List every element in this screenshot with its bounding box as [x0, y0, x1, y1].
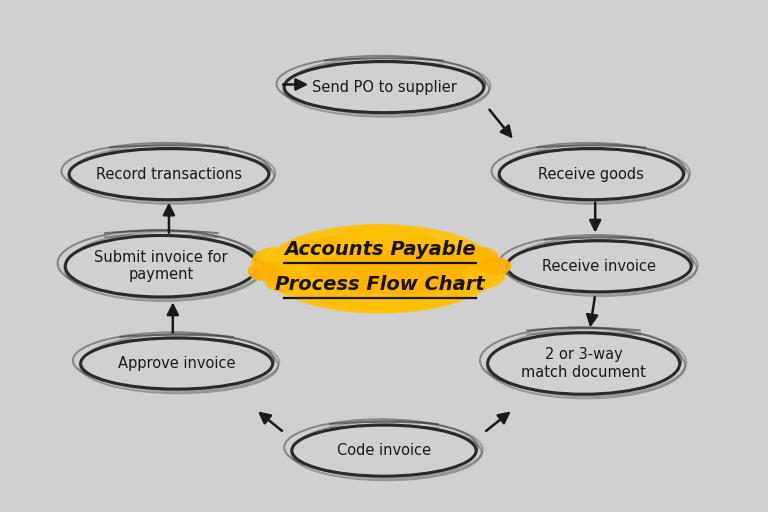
Ellipse shape [284, 61, 484, 113]
Ellipse shape [311, 248, 480, 294]
Ellipse shape [462, 263, 505, 288]
Ellipse shape [334, 225, 426, 246]
Ellipse shape [507, 241, 691, 292]
Ellipse shape [279, 238, 498, 310]
Ellipse shape [488, 333, 680, 394]
Ellipse shape [270, 233, 482, 300]
Text: Receive invoice: Receive invoice [542, 259, 656, 274]
Ellipse shape [81, 338, 273, 389]
Ellipse shape [499, 148, 684, 200]
Ellipse shape [263, 224, 498, 313]
Text: Submit invoice for
payment: Submit invoice for payment [94, 250, 228, 283]
Ellipse shape [265, 271, 303, 292]
Text: Code invoice: Code invoice [337, 443, 431, 458]
Ellipse shape [288, 243, 442, 292]
Ellipse shape [462, 247, 498, 267]
Text: Record transactions: Record transactions [96, 166, 242, 182]
Ellipse shape [247, 262, 283, 281]
Ellipse shape [252, 247, 301, 275]
Ellipse shape [65, 236, 257, 297]
Ellipse shape [479, 257, 511, 275]
Text: Receive goods: Receive goods [538, 166, 644, 182]
Text: 2 or 3-way
match document: 2 or 3-way match document [521, 347, 646, 380]
Ellipse shape [69, 148, 269, 200]
Ellipse shape [338, 293, 422, 313]
Text: Approve invoice: Approve invoice [118, 356, 235, 371]
Text: Send PO to supplier: Send PO to supplier [312, 79, 456, 95]
Text: Process Flow Chart: Process Flow Chart [275, 274, 485, 294]
Ellipse shape [292, 425, 476, 476]
Text: Accounts Payable: Accounts Payable [284, 240, 476, 259]
